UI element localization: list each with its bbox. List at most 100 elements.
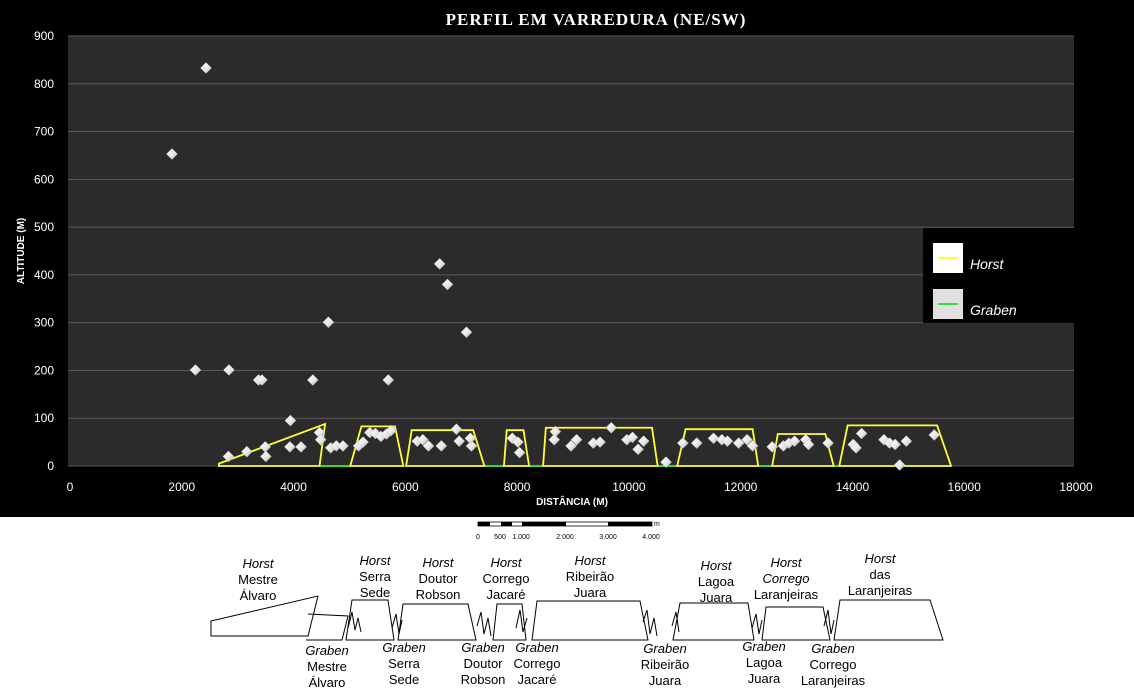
schematic-name-label: Álvaro: [240, 588, 277, 603]
data-point: [223, 364, 235, 376]
data-point: [422, 440, 435, 452]
data-point: [306, 374, 319, 386]
data-point: [741, 433, 753, 446]
data-point: [766, 441, 779, 453]
schematic-name-label: Corrego: [514, 656, 561, 671]
data-point: [284, 414, 297, 427]
schematic-horst-block: [833, 599, 944, 641]
y-tick-label: 0: [47, 459, 54, 473]
data-point: [382, 374, 395, 386]
y-axis-label: ALTITUDE (M): [16, 218, 27, 284]
scale-unit: m: [654, 521, 660, 528]
schematic-fault-marks: [391, 613, 403, 635]
schematic-fault-marks: [515, 609, 528, 633]
schematic-kind-label: Horst: [359, 553, 391, 568]
x-tick-labels: 0 2000 4000 6000 8000 10000 12000 14000 16000 180…: [67, 480, 1093, 494]
data-point: [707, 432, 720, 445]
data-point: [721, 435, 734, 448]
data-point: [513, 446, 526, 459]
x-tick-label: 2000: [168, 480, 195, 494]
data-point: [788, 435, 801, 448]
schematic-horst-block: [210, 595, 319, 637]
data-point: [441, 278, 454, 291]
schematic-kind-label: Horst: [700, 558, 732, 573]
y-tick-label: 700: [34, 125, 54, 139]
schematic-profile: [210, 595, 944, 641]
y-tick-label: 400: [34, 268, 54, 282]
data-point: [660, 456, 672, 469]
data-point: [632, 443, 644, 456]
x-tick-label: 10000: [612, 480, 646, 494]
schematic-fault-marks: [347, 611, 362, 633]
y-tick-label: 800: [34, 77, 54, 91]
data-point: [337, 440, 349, 452]
data-point: [284, 441, 296, 453]
scale-label: 2.000: [556, 534, 574, 541]
y-tick-label: 200: [34, 363, 54, 377]
schematic-horst-block: [397, 603, 477, 641]
schematic-fault-marks: [823, 609, 835, 635]
schematic-name-label: Doutor: [463, 656, 503, 671]
schematic-kind-label: Horst: [864, 551, 896, 566]
data-point: [850, 441, 862, 454]
schematic-name-label: Jacaré: [486, 587, 525, 602]
y-tick-label: 900: [34, 29, 54, 43]
data-point: [259, 450, 272, 463]
schematic-name-label: Serra: [359, 569, 392, 584]
schematic-graben-block: [306, 613, 349, 641]
schematic-fault-marks: [671, 611, 680, 633]
schematic-horst-block: [492, 603, 527, 641]
schematic-name-label: Juara: [574, 585, 607, 600]
y-tick-label: 100: [34, 411, 54, 425]
schematic-horst-block: [672, 602, 755, 641]
schematic-kind-label: Graben: [461, 640, 504, 655]
x-tick-label: 0: [67, 480, 74, 494]
scale-label: 500: [494, 534, 506, 541]
y-tick-labels: 0 100 200 300 400 500 600 700 800 900: [34, 29, 54, 473]
x-tick-label: 4000: [280, 480, 307, 494]
legend: Horst Graben: [923, 228, 1074, 323]
data-point: [465, 440, 478, 452]
data-point: [450, 423, 463, 436]
schematic-kind-label: Graben: [742, 639, 785, 654]
gridlines: [68, 35, 1074, 467]
schematic-name-label: Doutor: [418, 571, 458, 586]
data-point: [565, 440, 577, 452]
horst-polygon: [542, 426, 659, 467]
schematic-name-label: Corrego: [810, 657, 857, 672]
schematic-kind-label: Horst: [242, 556, 274, 571]
data-point: [385, 424, 397, 437]
data-point: [626, 431, 639, 444]
scale-label: 3.000: [599, 534, 617, 541]
data-point: [900, 435, 913, 448]
schematic-labels: HorstMestreÁlvaroHorstSerraSedeHorstDout…: [238, 551, 913, 688]
schematic-kind-label: Graben: [305, 643, 348, 658]
schematic-horst-block: [345, 599, 395, 641]
x-tick-label: 8000: [504, 480, 531, 494]
data-point: [166, 148, 178, 160]
schematic-kind-label: Horst: [770, 555, 802, 570]
data-point: [889, 438, 902, 451]
schematic-name-label: Lagoa: [698, 574, 735, 589]
x-tick-label: 16000: [948, 480, 982, 494]
schematic-name-label: Ribeirão: [566, 569, 614, 584]
schematic-name-label: Juara: [748, 671, 781, 686]
schematic-name-label: das: [870, 567, 891, 582]
schematic-kind-label: Graben: [382, 640, 425, 655]
schematic-name-label: Jacaré: [517, 672, 556, 687]
schematic-name-label: Mestre: [238, 572, 278, 587]
data-point: [512, 436, 524, 448]
data-point: [433, 258, 446, 270]
schematic-name-label: Robson: [416, 587, 461, 602]
data-point: [690, 437, 703, 449]
schematic-name-label: Laranjeiras: [801, 673, 866, 688]
schematic-name-label: Serra: [388, 656, 421, 671]
data-points: [166, 62, 941, 471]
schematic-kind-label: Horst: [490, 555, 522, 570]
x-tick-label: 12000: [724, 480, 758, 494]
plot-area: [68, 36, 1074, 466]
data-point: [435, 440, 448, 452]
data-point: [314, 433, 327, 446]
horst-polygon: [349, 425, 405, 467]
